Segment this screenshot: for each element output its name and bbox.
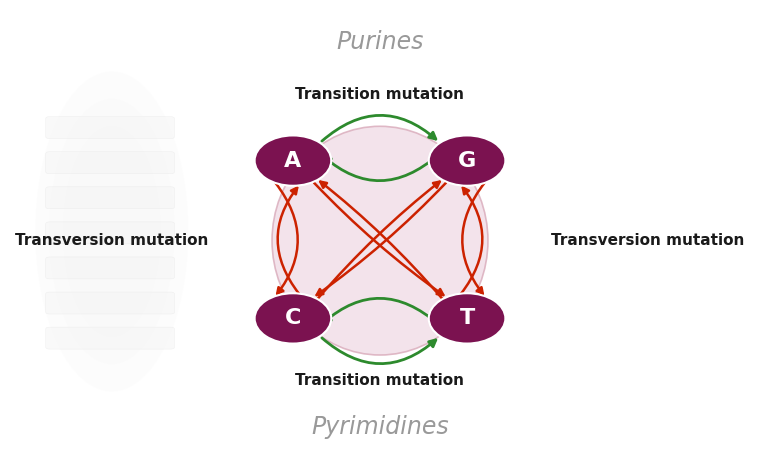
FancyArrowPatch shape [462, 183, 485, 294]
FancyArrowPatch shape [317, 183, 446, 295]
FancyBboxPatch shape [46, 187, 175, 209]
Ellipse shape [272, 126, 488, 355]
FancyArrowPatch shape [320, 181, 442, 299]
Text: A: A [284, 150, 302, 170]
FancyBboxPatch shape [46, 327, 175, 349]
Text: G: G [458, 150, 477, 170]
Ellipse shape [49, 99, 175, 364]
FancyArrowPatch shape [314, 183, 443, 295]
FancyArrowPatch shape [321, 338, 435, 363]
Text: Transversion mutation: Transversion mutation [15, 233, 208, 248]
FancyBboxPatch shape [46, 222, 175, 244]
FancyArrowPatch shape [325, 298, 439, 324]
FancyArrowPatch shape [277, 188, 299, 294]
FancyBboxPatch shape [46, 292, 175, 314]
FancyBboxPatch shape [46, 257, 175, 279]
Circle shape [429, 293, 505, 344]
Text: Pyrimidines: Pyrimidines [311, 415, 449, 439]
Text: C: C [285, 308, 301, 328]
Ellipse shape [63, 126, 160, 337]
Text: Transition mutation: Transition mutation [296, 373, 464, 388]
Text: Transversion mutation: Transversion mutation [552, 233, 745, 248]
FancyBboxPatch shape [46, 117, 175, 138]
Circle shape [255, 293, 331, 344]
Ellipse shape [35, 71, 188, 392]
Circle shape [429, 136, 505, 186]
FancyArrowPatch shape [275, 183, 298, 294]
Text: Transition mutation: Transition mutation [296, 87, 464, 102]
FancyBboxPatch shape [46, 152, 175, 174]
FancyArrowPatch shape [325, 155, 439, 181]
FancyArrowPatch shape [318, 181, 440, 299]
Text: Purines: Purines [337, 30, 423, 54]
FancyArrowPatch shape [461, 188, 483, 294]
FancyArrowPatch shape [321, 115, 435, 141]
Circle shape [255, 136, 331, 186]
Text: T: T [460, 308, 475, 328]
